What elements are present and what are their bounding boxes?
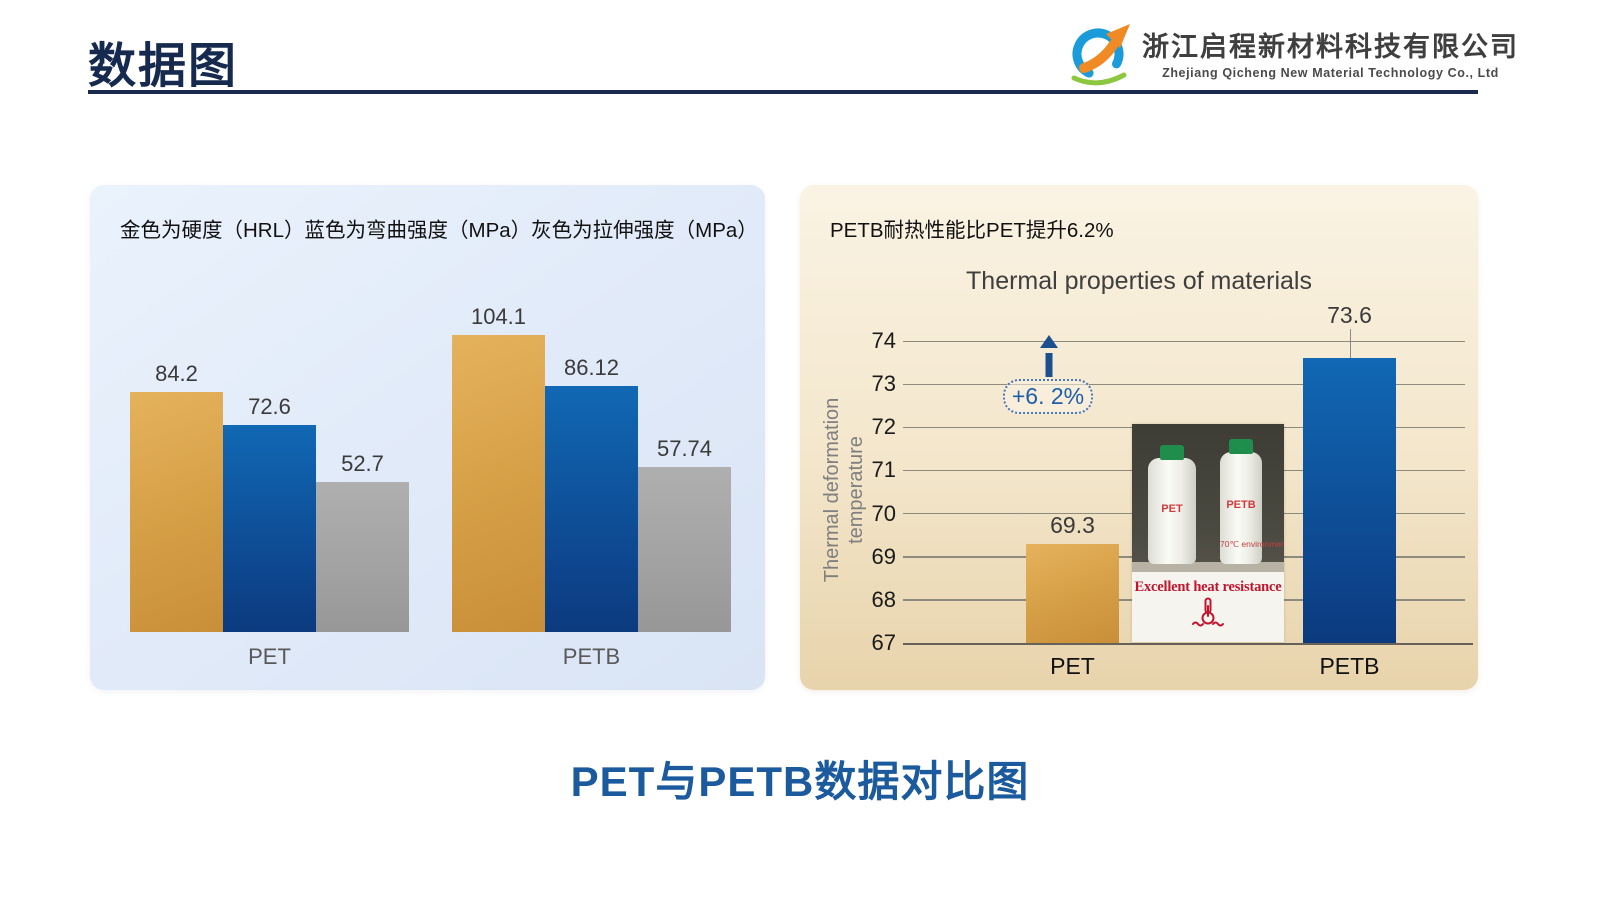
petb-bottle: PETB 70℃ environment [1220, 439, 1284, 564]
mechanical-properties-panel: 金色为硬度（HRL）蓝色为弯曲强度（MPa）灰色为拉伸强度（MPa） 84.2 7… [90, 185, 765, 690]
y-tick-67: 67 [871, 630, 896, 655]
category-label-petb: PETB [562, 644, 621, 669]
bar-value-label: 72.6 [248, 394, 291, 419]
slide-caption: PET与PETB数据对比图 [570, 758, 1030, 805]
bar-pet-blue [223, 425, 316, 632]
increase-arrow-icon [1040, 335, 1058, 377]
bar-value-label: 52.7 [341, 451, 384, 476]
chart-title: Thermal properties of materials [966, 267, 1312, 295]
y-tick-74: 74 [871, 328, 896, 353]
y-tick-68: 68 [871, 586, 896, 612]
gridline-74 [903, 340, 1465, 342]
company-name-en: Zhejiang Qicheng New Material Technology… [1162, 65, 1499, 80]
bar-pet-gold [130, 392, 223, 632]
pet-bottle: PET [1148, 445, 1196, 564]
bottle-cap-icon [1160, 445, 1184, 460]
value-leader-line [1349, 329, 1351, 359]
gridline-73 [903, 383, 1465, 386]
y-tick-70: 70 [871, 500, 896, 526]
thermal-bar-chart: Thermal properties of materials Thermal … [800, 185, 1478, 690]
category-label-petb: PETB [1319, 653, 1380, 679]
company-name-cn: 浙江启程新材料科技有限公司 [1142, 31, 1519, 62]
environment-note: 70℃ environment [1220, 539, 1284, 549]
thermal-subtitle: PETB耐热性能比PET提升6.2% [830, 219, 1114, 242]
legend-text: 金色为硬度（HRL）蓝色为弯曲强度（MPa）灰色为拉伸强度（MPa） [120, 219, 758, 242]
bar-value-label: 73.6 [1327, 302, 1372, 329]
bottle-cap-icon [1229, 439, 1253, 454]
table-surface [1132, 562, 1284, 572]
inset-caption: Excellent heat resistance [1134, 579, 1282, 595]
bottles-photo: PET PETB 70℃ environment [1132, 424, 1284, 572]
category-label-pet: PET [248, 644, 291, 669]
petb-bottle-label: PETB [1226, 499, 1256, 512]
company-logo: 浙江启程新材料科技有限公司 Zhejiang Qicheng New Mater… [1062, 16, 1519, 88]
bar-pet-gray [316, 482, 409, 632]
y-tick-73: 73 [871, 371, 896, 397]
bar-petb-gray [638, 467, 731, 632]
bar-petb [1303, 358, 1396, 643]
bar-value-label: 84.2 [155, 361, 198, 386]
category-label-pet: PET [1050, 653, 1095, 679]
bar-petb-blue [545, 386, 638, 632]
bar-pet [1026, 543, 1119, 643]
y-tick-72: 72 [871, 414, 896, 440]
logo-q-arrow-icon [1071, 24, 1130, 86]
heat-resistance-photo-inset: PET PETB 70℃ environment Excellent heat … [1132, 424, 1284, 642]
gridline-67 [903, 642, 1473, 645]
bar-value-label: 104.1 [470, 304, 527, 329]
grouped-bar-chart: 84.2 72.6 52.7 PET 104.1 86.12 57.74 PETB [90, 185, 765, 690]
header-divider [88, 90, 1478, 94]
bar-value-label: 69.3 [1050, 511, 1095, 538]
page-title: 数据图 [88, 40, 239, 93]
logo-text: 浙江启程新材料科技有限公司 Zhejiang Qicheng New Mater… [1142, 25, 1519, 80]
pet-bottle-label: PET [1161, 502, 1183, 515]
bar-value-label: 57.74 [656, 436, 713, 461]
bar-value-label: 86.12 [563, 355, 620, 380]
bar-petb-gold [452, 335, 545, 632]
increase-annotation: +6. 2% [1003, 379, 1093, 414]
thermometer-icon [1192, 597, 1224, 627]
y-tick-69: 69 [871, 543, 896, 569]
thermometer-wrap [1132, 597, 1284, 632]
y-tick-71: 71 [871, 457, 896, 483]
